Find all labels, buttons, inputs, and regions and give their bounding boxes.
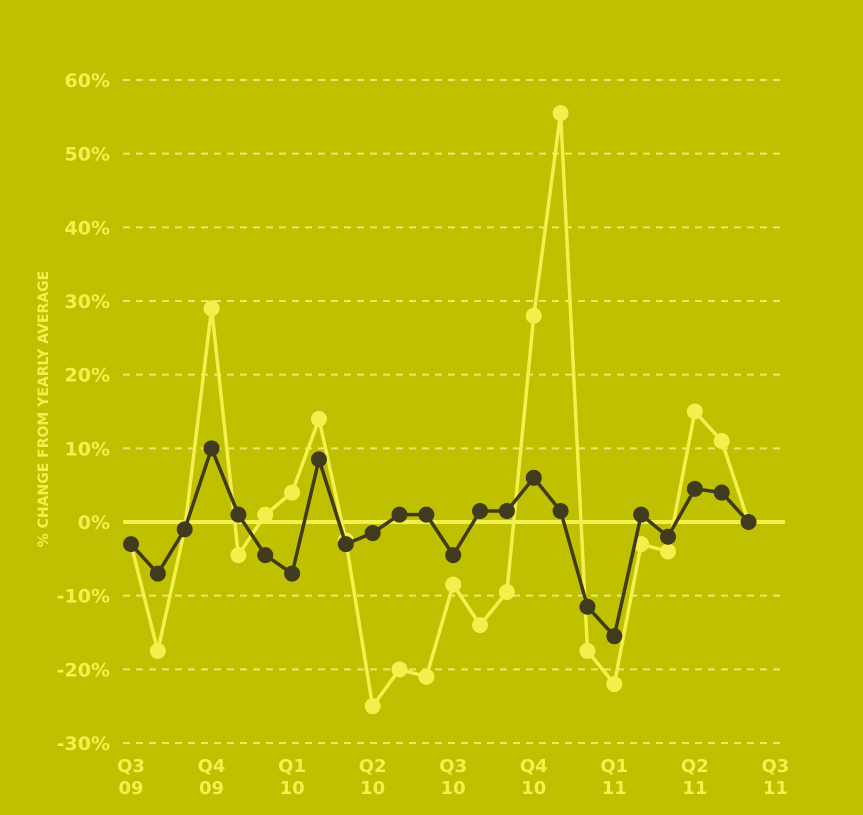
data-point bbox=[525, 469, 542, 486]
x-tick-label: Q3 10 bbox=[439, 756, 467, 799]
data-point bbox=[498, 583, 515, 600]
y-axis-label: % CHANGE FROM YEARLY AVERAGE bbox=[36, 271, 52, 547]
data-point bbox=[579, 642, 596, 659]
data-point bbox=[418, 668, 435, 685]
series-1 bbox=[123, 105, 757, 715]
y-axis-ticks: 60% 50% 40% 30% 20% 10% 0% -10% -20% -30% bbox=[57, 70, 110, 755]
data-point bbox=[445, 576, 462, 593]
series-line bbox=[129, 446, 751, 638]
data-point bbox=[284, 484, 301, 501]
data-point bbox=[579, 598, 596, 615]
x-tick-label: Q2 10 bbox=[359, 756, 387, 799]
data-point bbox=[552, 105, 569, 122]
data-point bbox=[606, 628, 623, 645]
data-point bbox=[552, 502, 569, 519]
series-line bbox=[129, 111, 751, 708]
data-point bbox=[337, 536, 354, 553]
data-point bbox=[660, 528, 676, 545]
data-point bbox=[364, 525, 381, 542]
x-tick-label: Q4 09 bbox=[198, 756, 226, 799]
series bbox=[123, 105, 757, 715]
y-tick-label: 60% bbox=[65, 70, 110, 92]
y-tick-label: 20% bbox=[65, 365, 110, 387]
data-point bbox=[310, 451, 327, 468]
data-point bbox=[284, 565, 301, 582]
data-point bbox=[498, 502, 515, 519]
data-point bbox=[660, 543, 676, 560]
x-tick-label: Q4 10 bbox=[520, 756, 548, 799]
y-tick-label: 0% bbox=[78, 512, 110, 534]
data-point bbox=[686, 480, 703, 497]
y-tick-label: 40% bbox=[65, 217, 110, 239]
data-point bbox=[391, 661, 408, 678]
data-point bbox=[257, 547, 274, 564]
data-point bbox=[525, 307, 542, 324]
data-point bbox=[149, 642, 166, 659]
data-point bbox=[203, 440, 220, 457]
data-point bbox=[176, 521, 193, 538]
y-tick-label: 10% bbox=[65, 438, 110, 460]
x-tick-label: Q1 11 bbox=[600, 756, 628, 799]
x-tick-label: Q1 10 bbox=[278, 756, 306, 799]
data-point bbox=[149, 565, 166, 582]
data-point bbox=[633, 506, 650, 523]
data-point bbox=[606, 676, 623, 693]
data-point bbox=[713, 432, 730, 449]
series-2 bbox=[123, 440, 757, 645]
x-tick-label: Q3 09 bbox=[117, 756, 145, 799]
y-tick-label: -20% bbox=[57, 659, 110, 681]
data-point bbox=[472, 502, 489, 519]
y-tick-label: -30% bbox=[57, 733, 110, 755]
data-point bbox=[391, 506, 408, 523]
data-point bbox=[230, 547, 247, 564]
data-point bbox=[713, 484, 730, 501]
y-tick-label: 30% bbox=[65, 291, 110, 313]
data-point bbox=[123, 536, 139, 553]
data-point bbox=[203, 300, 220, 317]
y-tick-label: 50% bbox=[65, 144, 110, 166]
data-point bbox=[257, 506, 274, 523]
data-point bbox=[230, 506, 247, 523]
data-point bbox=[740, 514, 757, 530]
x-tick-label: Q3 11 bbox=[761, 756, 789, 799]
data-point bbox=[418, 506, 435, 523]
y-tick-label: -10% bbox=[57, 586, 110, 608]
x-axis-ticks: Q3 09 Q4 09 Q1 10 Q2 10 Q3 10 Q4 10 Q1 11 Q2 11 Q3 11 bbox=[117, 756, 789, 799]
x-tick-label: Q2 11 bbox=[681, 756, 709, 799]
data-point bbox=[445, 547, 462, 564]
gridlines bbox=[123, 79, 785, 744]
data-point bbox=[310, 410, 327, 427]
data-point bbox=[686, 403, 703, 420]
data-point bbox=[364, 698, 381, 715]
data-point bbox=[472, 617, 489, 634]
